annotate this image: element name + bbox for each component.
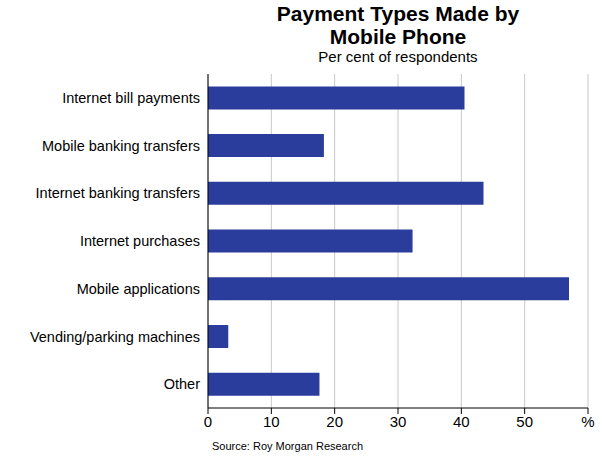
svg-text:10: 10 <box>263 413 280 430</box>
svg-text:40: 40 <box>453 413 470 430</box>
svg-text:Mobile banking transfers: Mobile banking transfers <box>42 138 200 154</box>
svg-text:Internet banking transfers: Internet banking transfers <box>36 185 200 201</box>
svg-text:30: 30 <box>390 413 407 430</box>
svg-text:Internet purchases: Internet purchases <box>80 233 200 249</box>
html-text:Payment Types Made by Mobile P: Payment Types Made by Mobile Phone <box>276 2 520 48</box>
svg-text:%: % <box>581 413 592 430</box>
svg-text:Internet bill payments: Internet bill payments <box>62 90 200 106</box>
svg-text:20: 20 <box>326 413 343 430</box>
html-text:Source: Roy Morgan Research: Source: Roy Morgan Research <box>212 440 363 452</box>
svg-text:Other: Other <box>164 376 200 392</box>
svg-text:50: 50 <box>516 413 533 430</box>
svg-text:0: 0 <box>204 413 212 430</box>
html-text:Per cent of respondents: Per cent of respondents <box>318 48 478 65</box>
svg-text:Mobile applications: Mobile applications <box>77 281 200 297</box>
svg-text:Vending/parking machines: Vending/parking machines <box>30 329 200 345</box>
